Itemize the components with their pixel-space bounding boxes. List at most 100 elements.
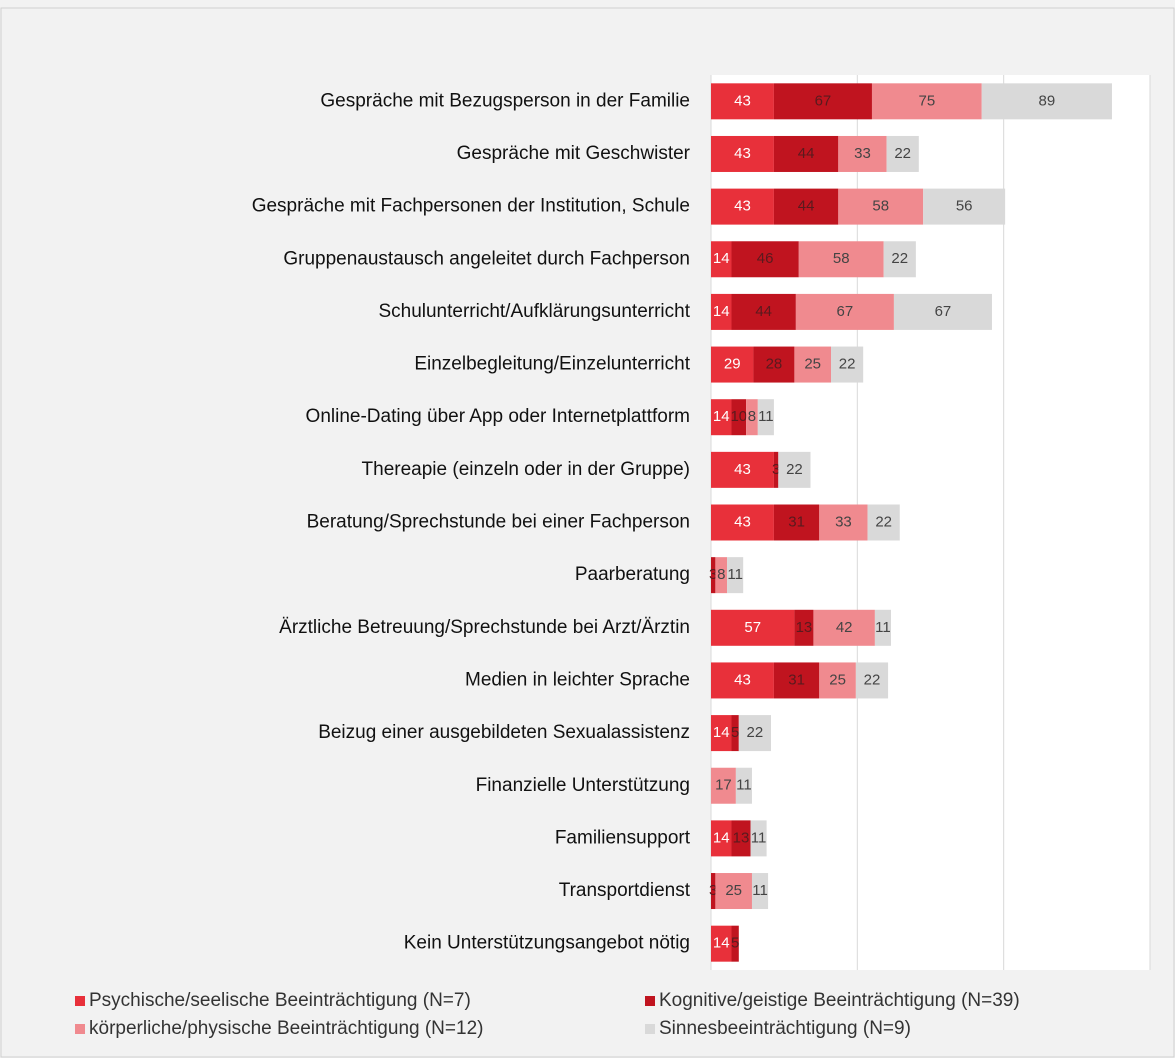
data-label: 13 [733,829,750,846]
y-tick-label: Finanzielle Unterstützung [476,775,690,796]
bar-segment [711,820,732,857]
data-label: 43 [734,461,751,478]
data-label: 3 [709,566,717,583]
data-label: 22 [875,513,892,530]
bar-segment [830,346,864,383]
y-tick-label: Einzelbegleitung/Einzelunterricht [414,354,690,375]
y-tick-label: Online-Dating über App oder Internetplat… [306,406,690,427]
data-label: 3 [772,461,780,478]
bar-segment [711,609,795,646]
data-label: 75 [918,92,935,109]
y-tick-label: Schulunterricht/Aufklärungsunterricht [378,301,690,322]
y-tick-label: Beratung/Sprechstunde bei einer Fachpers… [307,512,690,533]
data-label: 14 [713,935,730,952]
bar-segment [751,873,769,910]
bar-segment [757,399,774,436]
y-tick-label: Familiensupport [555,827,691,848]
data-label: 22 [891,250,908,267]
data-label: 31 [788,513,805,530]
data-label: 22 [747,724,764,741]
chart-border [0,7,1175,1058]
bar-segment [711,662,774,699]
data-label: 11 [758,408,774,425]
bar-segment [711,135,774,172]
legend-swatch [645,1024,655,1034]
bar-segment [838,135,887,172]
data-label: 44 [798,145,815,162]
y-tick-label: Gespräche mit Bezugsperson in der Famili… [320,90,690,111]
bar-segment [711,557,716,594]
bar-segment [794,346,831,383]
data-label: 33 [854,145,871,162]
data-label: 25 [804,356,821,373]
bar-segment [727,557,744,594]
legend-label: Kognitive/geistige Beeinträchtigung (N=3… [659,990,1020,1011]
data-label: 14 [713,250,730,267]
y-tick-label: Paarberatung [575,564,690,585]
data-label: 43 [734,513,751,530]
data-label: 8 [717,566,725,583]
bar-segment [715,557,728,594]
data-label: 8 [748,408,756,425]
bar-segment [795,293,894,330]
bar-segment [738,715,771,752]
data-label: 56 [956,198,973,215]
data-label: 11 [736,777,752,794]
data-label: 67 [837,303,854,320]
bar-segment [731,925,739,962]
bar-segment [798,241,884,278]
data-label: 42 [836,619,853,636]
bar-segment [794,609,814,646]
y-tick-label: Gespräche mit Geschwister [457,143,691,164]
bar-segment [813,609,875,646]
bar-segment [773,451,779,488]
data-label: 11 [875,619,891,636]
data-label: 57 [744,619,761,636]
y-tick-label: Medien in leichter Sprache [465,669,690,690]
y-tick-label: Beizug einer ausgebildeten Sexualassiste… [318,722,690,743]
data-label: 5 [731,724,739,741]
data-label: 89 [1038,92,1055,109]
bar-segment [711,188,774,225]
data-label: 22 [894,145,911,162]
bar-segment [773,504,820,541]
data-label: 25 [725,882,742,899]
y-tick-label: Transportdienst [559,880,691,901]
y-tick-label: Gruppenaustausch angeleitet durch Fachpe… [283,248,690,269]
data-label: 43 [734,145,751,162]
bar-segment [753,346,795,383]
bar-segment [731,293,796,330]
data-label: 22 [839,356,856,373]
y-tick-label: Thereapie (einzeln oder in der Gruppe) [362,459,690,480]
bar-segment [711,715,732,752]
bar-segment [893,293,992,330]
bar-segment [855,662,889,699]
legend-label: Sinnesbeeinträchtigung (N=9) [659,1018,911,1039]
data-label: 11 [752,882,768,899]
bar-segment [981,83,1112,120]
legend-swatch [645,996,655,1006]
data-label: 28 [766,356,783,373]
bar-segment [731,820,751,857]
bar-segment [746,399,758,436]
bar-segment [711,293,732,330]
bar-segment [731,715,739,752]
bar-segment [773,662,820,699]
bar-segment [711,451,774,488]
bar-segment [711,241,732,278]
data-label: 14 [713,408,730,425]
legend-label: Psychische/seelische Beeinträchtigung (N… [89,990,471,1011]
data-label: 44 [798,198,815,215]
bar-segment [773,83,872,120]
data-label: 46 [757,250,774,267]
bar-segment [773,135,839,172]
data-label: 43 [734,92,751,109]
bar-segment [886,135,919,172]
data-label: 14 [713,724,730,741]
bar-segment [711,504,774,541]
bar-segment [871,83,982,120]
y-tick-label: Gespräche mit Fachpersonen der Instituti… [252,196,690,217]
data-label: 11 [727,566,743,583]
data-label: 58 [833,250,850,267]
